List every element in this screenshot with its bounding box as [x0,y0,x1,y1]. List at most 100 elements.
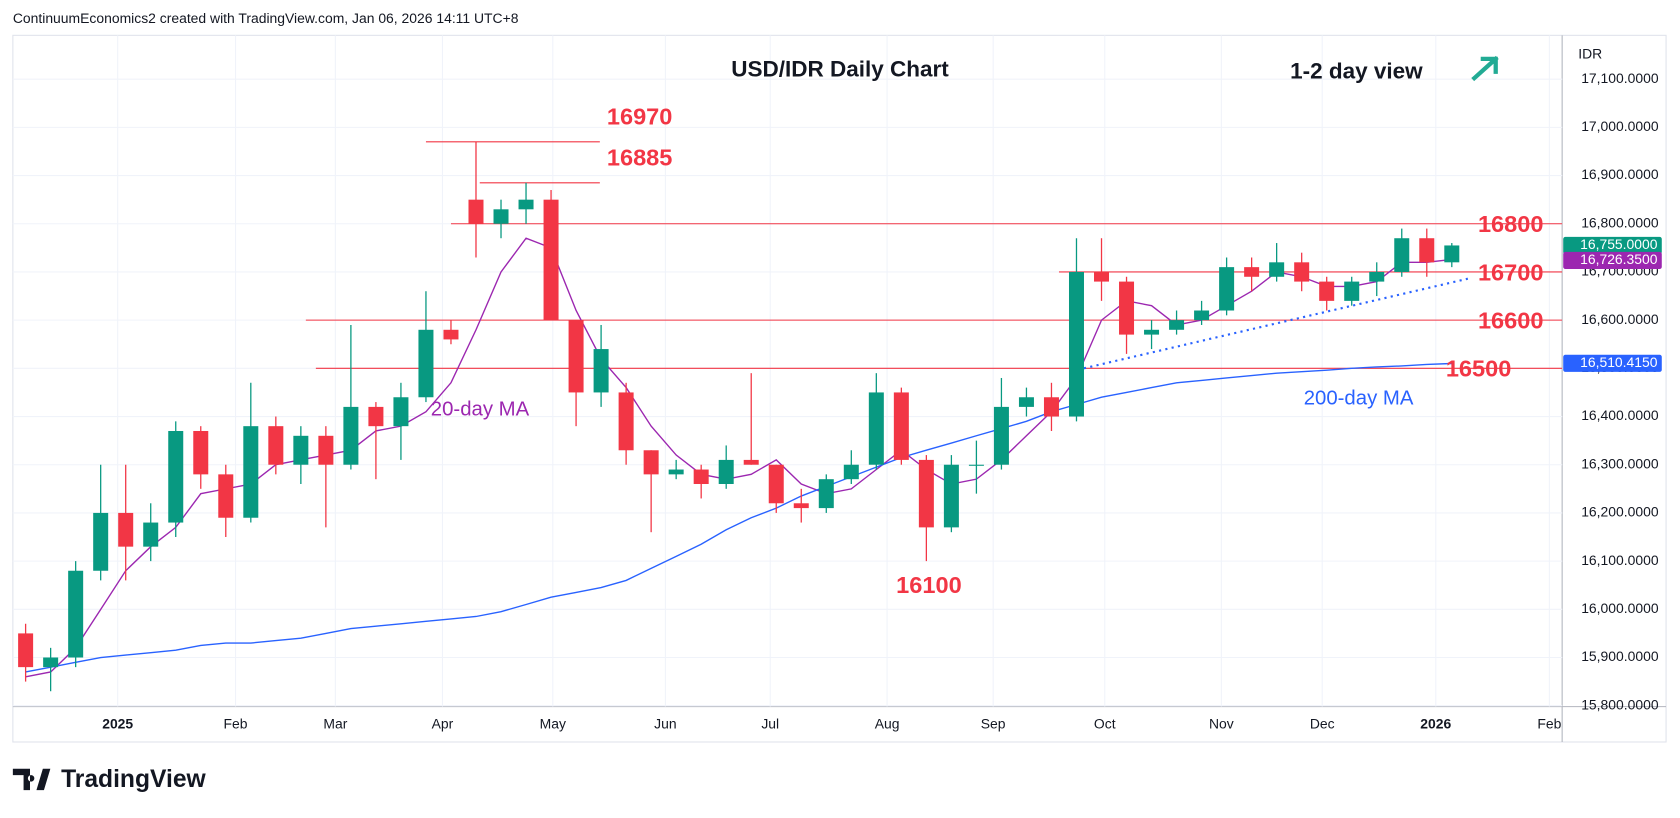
x-tick-label: Oct [1094,716,1116,732]
candle-body [793,503,809,509]
y-tick-label: 16,100.0000 [1581,552,1659,568]
candle-body [1119,281,1135,335]
x-tick-label: Sep [981,716,1006,732]
logo-icon [12,768,51,791]
marks [18,141,1563,692]
candle-body [318,435,334,465]
candle-body [143,522,159,547]
y-tick-label: 17,000.0000 [1581,118,1659,134]
candle-body [668,469,684,475]
x-tick-label: Apr [432,716,454,732]
candle-body [518,199,534,210]
candle-body [1043,397,1059,417]
candle-body [1068,271,1084,417]
level-label: 16800 [1478,211,1544,237]
frame [12,34,1667,743]
y-tick-label: 16,000.0000 [1581,600,1659,616]
candle-body [1219,267,1235,311]
candle-body [743,459,759,465]
ma-label: 200-day MA [1304,388,1414,410]
candle-body [1094,271,1110,282]
ma-line [25,362,1452,673]
candle-body [993,406,1009,465]
view-label: 1-2 day view [1290,59,1423,84]
candle-body [543,199,559,321]
candle-body [893,392,909,460]
price-label: 16,510.4150 [1580,354,1658,370]
y-tick-label: 16,400.0000 [1581,407,1659,423]
level-label: 16700 [1478,259,1544,285]
x-tick-label: Mar [323,716,347,732]
y-tick-label: 16,200.0000 [1581,504,1659,520]
candle-body [968,464,984,466]
candle-body [43,657,59,668]
candle-body [168,430,184,523]
level-label: 16500 [1446,356,1512,382]
y-axis-label: IDR [1578,45,1602,61]
x-tick-label: 2026 [1420,716,1451,732]
candle-body [93,512,109,571]
candle-body [293,435,309,465]
candle-body [718,459,734,485]
candle-body [218,474,234,518]
candle-body [343,406,359,465]
candle-body [1244,267,1260,277]
x-tick-label: Jun [654,716,676,732]
low-label: 16100 [896,572,962,598]
candle-body [1144,329,1160,335]
candle-body [1394,238,1410,272]
x-tick-label: May [540,716,566,732]
candle-body [618,392,634,451]
y-tick-label: 15,900.0000 [1581,648,1659,664]
candle-body [843,464,859,480]
candle-body [268,426,284,465]
x-tick-label: Nov [1209,716,1234,732]
candle-body [418,329,434,398]
candle-body [68,570,84,658]
candle-body [1018,397,1034,407]
y-tick-label: 16,300.0000 [1581,455,1659,471]
candle-body [818,479,834,509]
candle-body [1319,281,1335,301]
level-label: 16970 [607,104,673,130]
candle-body [1344,281,1360,301]
candle-body [1269,262,1285,277]
header: ContinuumEconomics2 created with Trading… [13,10,519,26]
candle-body [1369,271,1385,282]
ma-line [25,237,1452,678]
price-label-box [1563,251,1662,270]
y-tick-label: 16,900.0000 [1581,166,1659,182]
price-label: 16,726.3500 [1580,251,1658,267]
candle-body [18,633,34,668]
candle-body [1194,310,1210,321]
candle-body [593,349,609,393]
candle-body [243,426,259,518]
candle-body [1169,320,1185,330]
candle-body [493,209,509,224]
level-label: 16600 [1478,308,1544,334]
price-label: 16,755.0000 [1580,236,1658,252]
x-tick-label: Dec [1310,716,1335,732]
level-label: 16885 [607,144,673,170]
candle-body [1294,262,1310,282]
candle-body [193,430,209,475]
candle-body [643,450,659,475]
candle-body [693,469,709,485]
y-tick-label: 16,800.0000 [1581,214,1659,230]
x-tick-label: Aug [875,716,900,732]
candle-body [468,199,484,224]
candle-body [1419,238,1435,263]
y-tick-label: 15,800.0000 [1581,696,1659,712]
candle-body [393,397,409,427]
y-tick-label: 16,600.0000 [1581,311,1659,327]
ma-label: 20-day MA [431,398,530,420]
candle-body [918,459,934,528]
up-arrow [1471,55,1499,82]
logo-text: TradingView [61,766,206,793]
chart-title: USD/IDR Daily Chart [731,57,949,82]
x-tick-label: 2025 [102,716,133,732]
x-tick-label: Feb [224,716,248,732]
candle-body [868,392,884,465]
